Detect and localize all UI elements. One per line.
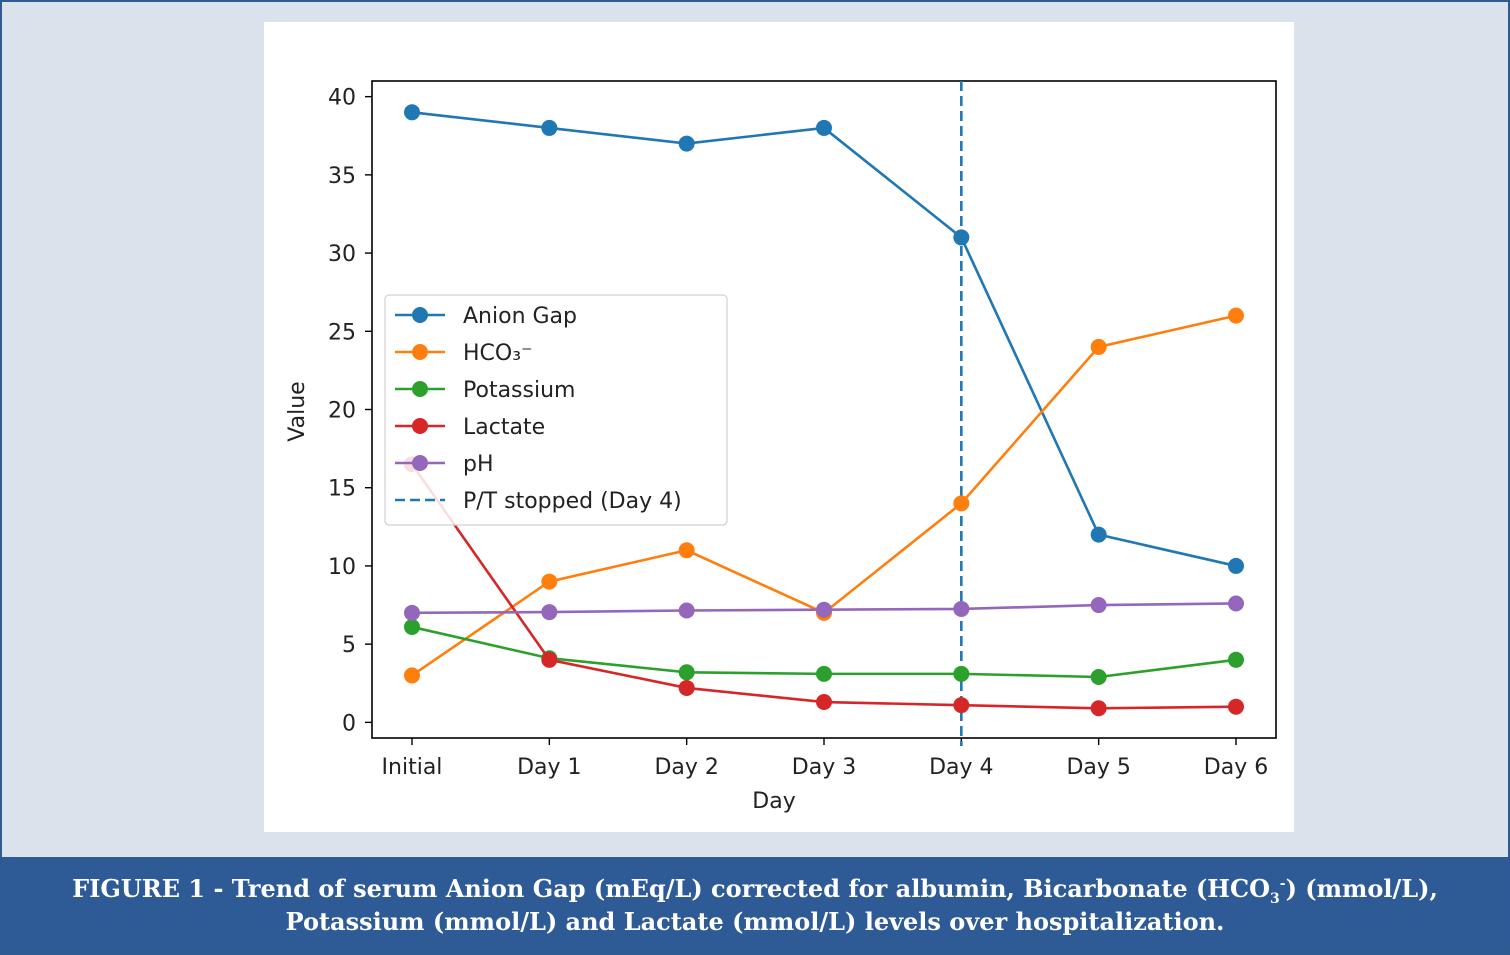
legend-label: P/T stopped (Day 4) (463, 489, 682, 514)
data-point-ph (678, 602, 695, 619)
x-tick-label: Day 2 (654, 755, 718, 780)
data-point-hco (678, 542, 695, 559)
y-tick-label: 15 (328, 477, 356, 502)
data-point-ph (1090, 597, 1107, 614)
data-point-lactate (541, 651, 558, 668)
data-point-hco (1228, 307, 1244, 324)
data-point-potassium (953, 665, 970, 682)
caption-separator: - (213, 874, 232, 903)
data-point-anion-gap (1228, 557, 1244, 574)
data-point-potassium (404, 618, 420, 635)
y-tick-label: 35 (328, 164, 356, 189)
x-tick-label: Day 4 (929, 755, 993, 780)
data-point-hco (404, 667, 420, 684)
legend-marker (412, 307, 428, 323)
y-tick-label: 20 (328, 399, 356, 424)
data-point-potassium (1090, 668, 1107, 685)
line-chart: 0 5 10 15 20 25 30 35 40 Initial Day 1 Day 2 Day 3 Da… (285, 80, 1277, 814)
data-point-hco (1090, 338, 1107, 355)
data-point-anion-gap (1090, 526, 1107, 543)
y-tick-label: 40 (328, 86, 356, 111)
legend-label: pH (463, 452, 494, 477)
y-tick-label: 0 (342, 711, 356, 736)
data-point-hco (541, 573, 558, 590)
y-tick-label: 30 (328, 242, 356, 267)
legend-label: Potassium (463, 378, 575, 403)
data-point-ph (953, 600, 970, 617)
caption-line-1: FIGURE 1 - Trend of serum Anion Gap (mEq… (2, 872, 1508, 907)
data-point-lactate (816, 694, 832, 711)
caption-label: FIGURE 1 (72, 874, 206, 903)
x-tick-label: Day 6 (1204, 755, 1268, 780)
data-point-hco (953, 495, 970, 512)
y-tick-label: 5 (342, 633, 356, 658)
legend-label: Anion Gap (463, 304, 577, 329)
legend-box (384, 294, 728, 526)
data-point-lactate (953, 697, 970, 714)
data-point-ph (541, 604, 558, 621)
data-point-anion-gap (678, 135, 695, 152)
x-tick-label: Day 1 (517, 755, 581, 780)
data-point-ph (404, 604, 420, 621)
legend-marker (412, 418, 428, 434)
caption-superscript: - (1279, 876, 1286, 892)
plot-card: 0 5 10 15 20 25 30 35 40 Initial Day 1 Day 2 Day 3 Da… (264, 22, 1294, 832)
data-point-potassium (1228, 651, 1244, 668)
data-point-potassium (678, 664, 695, 681)
legend-label: Lactate (463, 415, 545, 440)
y-tick-label: 25 (328, 320, 356, 345)
data-point-anion-gap (404, 104, 420, 121)
data-point-ph (816, 601, 832, 618)
data-point-potassium (816, 665, 832, 682)
x-tick-label: Initial (382, 755, 443, 780)
y-axis-label: Value (285, 381, 310, 441)
y-tick-label: 10 (328, 555, 356, 580)
data-point-anion-gap (816, 119, 832, 136)
caption-text-1b: ) (mmol/L), (1285, 874, 1438, 903)
data-point-lactate (678, 679, 695, 696)
data-point-lactate (1228, 698, 1244, 715)
caption-subscript: 3 (1270, 890, 1280, 907)
data-point-anion-gap (541, 119, 558, 136)
data-point-ph (1228, 595, 1244, 612)
data-point-lactate (1090, 700, 1107, 717)
data-point-anion-gap (953, 229, 970, 246)
legend-marker (412, 344, 428, 360)
figure-caption: FIGURE 1 - Trend of serum Anion Gap (mEq… (2, 857, 1508, 953)
x-axis-label: Day (752, 789, 795, 814)
x-tick-label: Day 5 (1066, 755, 1130, 780)
legend-marker (412, 381, 428, 397)
caption-text-1a: Trend of serum Anion Gap (mEq/L) correct… (231, 874, 1270, 903)
x-tick-label: Day 3 (792, 755, 856, 780)
legend-marker (412, 455, 428, 471)
legend-label: HCO₃⁻ (463, 341, 533, 366)
caption-line-2: Potassium (mmol/L) and Lactate (mmol/L) … (285, 907, 1225, 936)
